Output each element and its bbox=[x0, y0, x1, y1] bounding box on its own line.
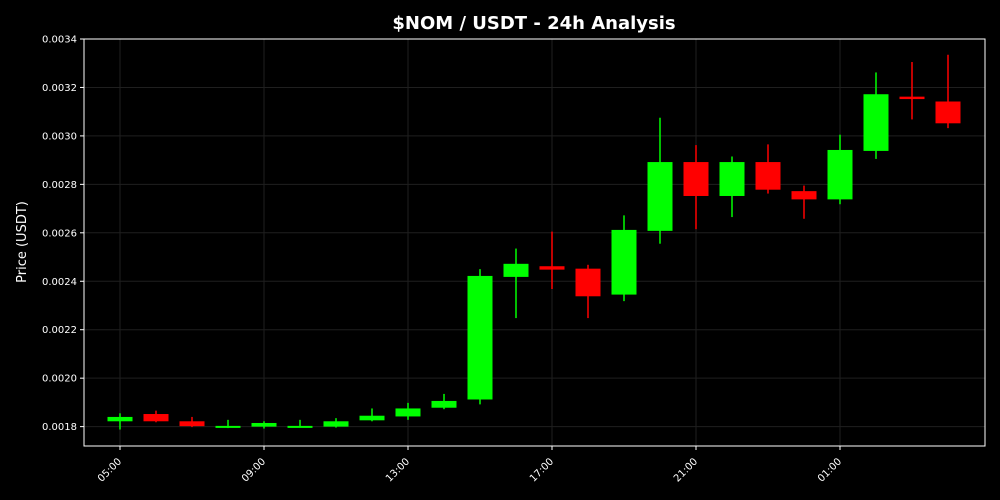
candle-body bbox=[287, 425, 313, 428]
candle bbox=[143, 410, 169, 423]
candle-body bbox=[503, 263, 529, 277]
candle bbox=[323, 418, 349, 428]
candle-body bbox=[251, 422, 277, 427]
candle bbox=[611, 215, 637, 302]
candle-body bbox=[359, 415, 385, 421]
candle-body bbox=[899, 96, 925, 100]
candle bbox=[287, 419, 313, 428]
candle bbox=[935, 54, 961, 129]
candle-body bbox=[539, 266, 565, 270]
y-tick-label: 0.0032 bbox=[42, 83, 77, 94]
candle-body bbox=[791, 191, 817, 200]
candle-body bbox=[323, 421, 349, 427]
candle bbox=[827, 134, 853, 205]
y-tick-label: 0.0034 bbox=[42, 35, 77, 46]
candle-body bbox=[611, 229, 637, 295]
chart-title: $NOM / USDT - 24h Analysis bbox=[392, 13, 675, 34]
candle-body bbox=[215, 425, 241, 428]
y-tick-label: 0.0022 bbox=[42, 325, 77, 336]
candle-body bbox=[863, 94, 889, 151]
x-tick-label: 13:00 bbox=[384, 456, 412, 484]
candle bbox=[107, 413, 133, 430]
candle-body bbox=[395, 408, 421, 417]
candle bbox=[395, 402, 421, 420]
candle-layer bbox=[107, 54, 961, 430]
candle bbox=[539, 231, 565, 290]
candle-body bbox=[935, 101, 961, 124]
y-tick-label: 0.0026 bbox=[42, 228, 77, 239]
y-tick-label: 0.0028 bbox=[42, 180, 77, 191]
candle-body bbox=[467, 275, 493, 400]
candle bbox=[575, 264, 601, 319]
candle-body bbox=[647, 162, 673, 231]
candle-body bbox=[431, 400, 457, 408]
y-axis-label: Price (USDT) bbox=[15, 201, 30, 283]
y-tick-label: 0.0018 bbox=[42, 422, 77, 433]
candle bbox=[791, 185, 817, 219]
candle bbox=[431, 393, 457, 410]
candle bbox=[215, 419, 241, 429]
candle bbox=[863, 72, 889, 159]
candle bbox=[467, 269, 493, 405]
candle bbox=[899, 62, 925, 120]
x-tick-label: 21:00 bbox=[672, 456, 700, 484]
candle-body bbox=[827, 149, 853, 200]
candle bbox=[719, 156, 745, 218]
candle bbox=[683, 145, 709, 230]
candle-body bbox=[683, 162, 709, 196]
grid-layer bbox=[84, 38, 985, 446]
x-tick-label: 01:00 bbox=[816, 456, 844, 484]
x-tick-label: 09:00 bbox=[240, 456, 268, 484]
candle-body bbox=[719, 162, 745, 196]
candle bbox=[503, 248, 529, 319]
y-tick-label: 0.0024 bbox=[42, 277, 77, 288]
candle bbox=[647, 117, 673, 244]
candle bbox=[251, 421, 277, 429]
candle bbox=[179, 416, 205, 428]
candle bbox=[755, 144, 781, 194]
y-tick-label: 0.0020 bbox=[42, 374, 77, 385]
candle-body bbox=[107, 416, 133, 422]
candle-body bbox=[179, 421, 205, 427]
x-tick-label: 05:00 bbox=[96, 456, 124, 484]
candle-body bbox=[143, 414, 169, 422]
x-tick-label: 17:00 bbox=[528, 456, 556, 484]
candle-body bbox=[575, 268, 601, 297]
candle bbox=[359, 408, 385, 422]
y-tick-label: 0.0030 bbox=[42, 131, 77, 142]
plot-frame bbox=[83, 38, 986, 447]
candle-body bbox=[755, 162, 781, 190]
